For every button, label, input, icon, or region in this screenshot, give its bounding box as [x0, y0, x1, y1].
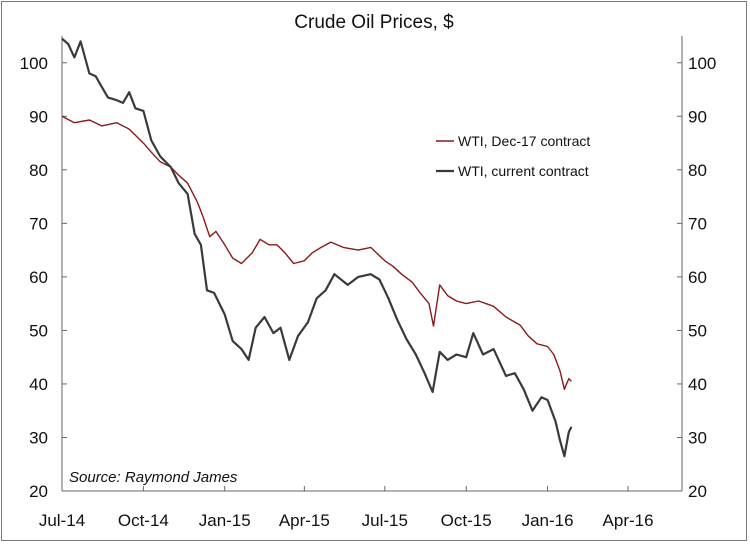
- y-tick-label-left: 20: [29, 482, 48, 501]
- y-tick-label-left: 30: [29, 428, 48, 447]
- y-tick-label-right: 60: [688, 268, 707, 287]
- y-tick-label-left: 50: [29, 321, 48, 340]
- y-tick-label-left: 40: [29, 375, 48, 394]
- x-tick-label: Oct-14: [118, 511, 169, 530]
- y-tick-label-left: 90: [29, 107, 48, 126]
- y-tick-label-left: 80: [29, 161, 48, 180]
- y-tick-label-right: 80: [688, 161, 707, 180]
- chart-axes: 20 20 30 30 40 40 50 50 60 60 70 70 80 80 90 90 100 100 Ju…: [20, 36, 716, 530]
- x-tick-label: Jul-14: [39, 511, 85, 530]
- y-tick-label-left: 60: [29, 268, 48, 287]
- y-tick-label-left: 100: [20, 54, 48, 73]
- y-tick-label-right: 70: [688, 214, 707, 233]
- legend-label: WTI, Dec-17 contract: [458, 133, 590, 149]
- y-tick-label-right: 100: [688, 54, 716, 73]
- x-tick-label: Apr-15: [279, 511, 330, 530]
- source-note: Source: Raymond James: [69, 469, 238, 486]
- x-tick-label: Oct-15: [441, 511, 492, 530]
- series-lines: [61, 37, 573, 458]
- x-tick-label: Apr-16: [603, 511, 654, 530]
- y-tick-label-left: 70: [29, 214, 48, 233]
- y-tick-label-right: 40: [688, 375, 707, 394]
- y-tick-label-right: 50: [688, 321, 707, 340]
- x-tick-label: Jan-16: [522, 511, 574, 530]
- x-tick-label: Jan-15: [199, 511, 251, 530]
- y-tick-label-right: 30: [688, 428, 707, 447]
- y-tick-label-right: 90: [688, 107, 707, 126]
- legend-box: [430, 130, 618, 188]
- series-line-2: [61, 37, 573, 458]
- chart-legend: WTI, Dec-17 contract WTI, current contrac…: [430, 130, 618, 188]
- chart-title: Crude Oil Prices, $: [294, 12, 454, 33]
- x-tick-label: Jul-15: [362, 511, 408, 530]
- y-tick-label-right: 20: [688, 482, 707, 501]
- legend-label: WTI, current contract: [458, 163, 589, 179]
